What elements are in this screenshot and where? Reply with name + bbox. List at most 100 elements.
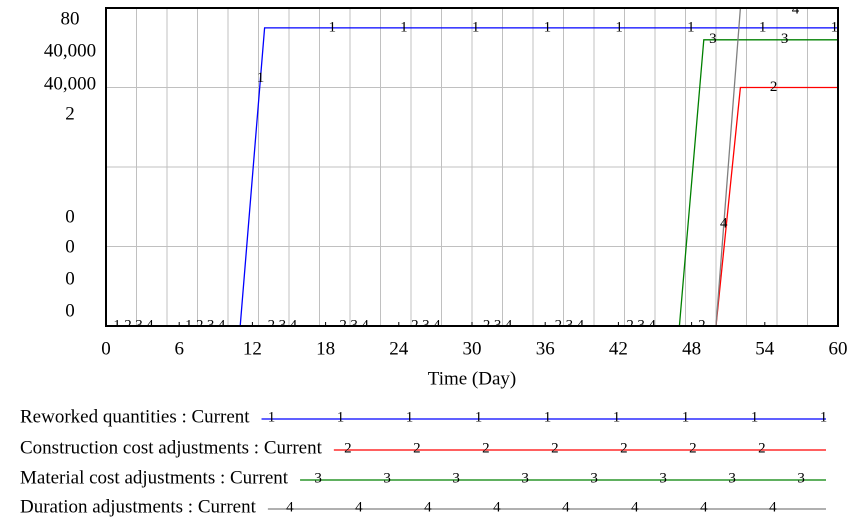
series-marker: 4 bbox=[505, 317, 513, 333]
legend-marker: 4 bbox=[562, 499, 570, 515]
series-marker: 1 bbox=[185, 317, 193, 333]
series-marker: 2 bbox=[555, 317, 563, 333]
y-tick-label: 0 bbox=[65, 206, 75, 227]
series-marker: 2 bbox=[698, 317, 706, 333]
legend-marker: 2 bbox=[689, 440, 697, 456]
legend-marker: 1 bbox=[613, 409, 621, 425]
y-tick-label: 0 bbox=[65, 268, 75, 289]
series-marker: 1 bbox=[759, 19, 767, 35]
legend-marker: 4 bbox=[424, 499, 432, 515]
x-tick-label: 36 bbox=[536, 338, 555, 359]
legend-marker: 4 bbox=[286, 499, 294, 515]
x-tick-label: 60 bbox=[829, 338, 848, 359]
series-marker: 1 bbox=[472, 19, 480, 35]
series-marker: 1 bbox=[831, 19, 839, 35]
series-marker: 2 bbox=[411, 317, 419, 333]
y-tick-label: 80 bbox=[61, 8, 80, 29]
legend-marker: 2 bbox=[482, 440, 490, 456]
x-tick-label: 30 bbox=[463, 338, 482, 359]
legend-marker: 1 bbox=[820, 409, 828, 425]
series-marker: 2 bbox=[196, 317, 204, 333]
series-marker: 3 bbox=[494, 317, 502, 333]
series-line bbox=[106, 86, 838, 326]
legend-marker: 1 bbox=[337, 409, 345, 425]
x-tick-label: 48 bbox=[682, 338, 701, 359]
series-marker: 2 bbox=[124, 317, 132, 333]
series-marker: 2 bbox=[626, 317, 634, 333]
series-marker: 2 bbox=[770, 79, 778, 95]
series-marker: 3 bbox=[279, 317, 287, 333]
series-marker: 4 bbox=[433, 317, 441, 333]
series-marker: 1 bbox=[615, 19, 623, 35]
series-line bbox=[106, 39, 838, 326]
series-marker: 1 bbox=[328, 19, 336, 35]
legend-marker: 4 bbox=[700, 499, 708, 515]
series-marker: 2 bbox=[268, 317, 276, 333]
x-tick-label: 12 bbox=[243, 338, 262, 359]
legend-label: Material cost adjustments : Current bbox=[20, 467, 289, 488]
legend-marker: 1 bbox=[406, 409, 414, 425]
legend-label: Reworked quantities : Current bbox=[20, 406, 250, 427]
grid bbox=[106, 8, 838, 326]
series-marker: 4 bbox=[218, 317, 226, 333]
legend-marker: 4 bbox=[493, 499, 501, 515]
legend-label: Duration adjustments : Current bbox=[20, 496, 257, 517]
series-marker: 3 bbox=[207, 317, 215, 333]
y-tick-label: 40,000 bbox=[44, 40, 96, 61]
series-marker: 4 bbox=[648, 317, 656, 333]
series-marker: 4 bbox=[577, 317, 585, 333]
legend-marker: 3 bbox=[797, 470, 805, 486]
x-axis-title: Time (Day) bbox=[428, 368, 517, 389]
series-marker: 1 bbox=[257, 70, 265, 86]
legend-marker: 2 bbox=[344, 440, 352, 456]
series-marker: 3 bbox=[135, 317, 143, 333]
series-marker: 4 bbox=[361, 317, 369, 333]
x-tick-label: 54 bbox=[755, 338, 775, 359]
series-marker: 3 bbox=[781, 31, 789, 47]
legend-marker: 3 bbox=[728, 470, 736, 486]
series-group: 1 111 1 1 1 1 1 1 12 2 2 2 2 2 2 2 223 3 3 3 3 3 3 33 34 4 4 4 4 4 4 44… bbox=[106, 1, 839, 333]
series-marker: 1 bbox=[400, 19, 408, 35]
legend-marker: 1 bbox=[682, 409, 690, 425]
y-tick-label: 40,000 bbox=[44, 73, 96, 94]
y-tick-label: 0 bbox=[65, 300, 75, 321]
legend-marker: 1 bbox=[751, 409, 759, 425]
series-line bbox=[106, 8, 838, 326]
legend-marker: 2 bbox=[758, 440, 766, 456]
series-line bbox=[106, 27, 838, 326]
series-marker: 4 bbox=[792, 1, 800, 17]
legend-marker: 1 bbox=[475, 409, 483, 425]
legend-marker: 3 bbox=[590, 470, 598, 486]
x-tick-label: 42 bbox=[609, 338, 628, 359]
legend-marker: 1 bbox=[268, 409, 276, 425]
series-marker: 2 bbox=[483, 317, 491, 333]
legend-marker: 2 bbox=[551, 440, 559, 456]
x-tick-label: 18 bbox=[316, 338, 335, 359]
series-marker: 4 bbox=[720, 216, 728, 232]
series-marker: 2 bbox=[339, 317, 347, 333]
legend-marker: 3 bbox=[314, 470, 322, 486]
legend-marker: 2 bbox=[413, 440, 421, 456]
legend-marker: 4 bbox=[631, 499, 639, 515]
x-tick-label: 6 bbox=[174, 338, 184, 359]
legend-label: Construction cost adjustments : Current bbox=[20, 437, 323, 458]
series-marker: 1 bbox=[113, 317, 121, 333]
legend-marker: 2 bbox=[620, 440, 628, 456]
series-marker: 3 bbox=[709, 31, 717, 47]
legend-marker: 4 bbox=[355, 499, 363, 515]
legend-marker: 3 bbox=[383, 470, 391, 486]
series-marker: 4 bbox=[146, 317, 154, 333]
series-marker: 3 bbox=[350, 317, 358, 333]
plot-border bbox=[105, 7, 839, 327]
series-marker: 3 bbox=[422, 317, 430, 333]
legend-marker: 4 bbox=[769, 499, 777, 515]
legend-marker: 3 bbox=[521, 470, 529, 486]
series-marker: 3 bbox=[566, 317, 574, 333]
legend-marker: 3 bbox=[452, 470, 460, 486]
y-tick-label: 2 bbox=[65, 103, 75, 124]
legend-marker: 1 bbox=[544, 409, 552, 425]
x-tick-label: 24 bbox=[389, 338, 409, 359]
series-marker: 3 bbox=[637, 317, 645, 333]
y-tick-label: 0 bbox=[65, 236, 75, 257]
